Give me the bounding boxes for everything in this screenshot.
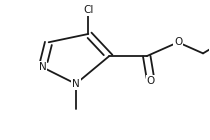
Text: N: N [72, 79, 80, 89]
Text: Cl: Cl [83, 5, 93, 15]
Text: N: N [39, 62, 46, 72]
Text: O: O [147, 76, 155, 86]
Text: O: O [174, 37, 182, 47]
